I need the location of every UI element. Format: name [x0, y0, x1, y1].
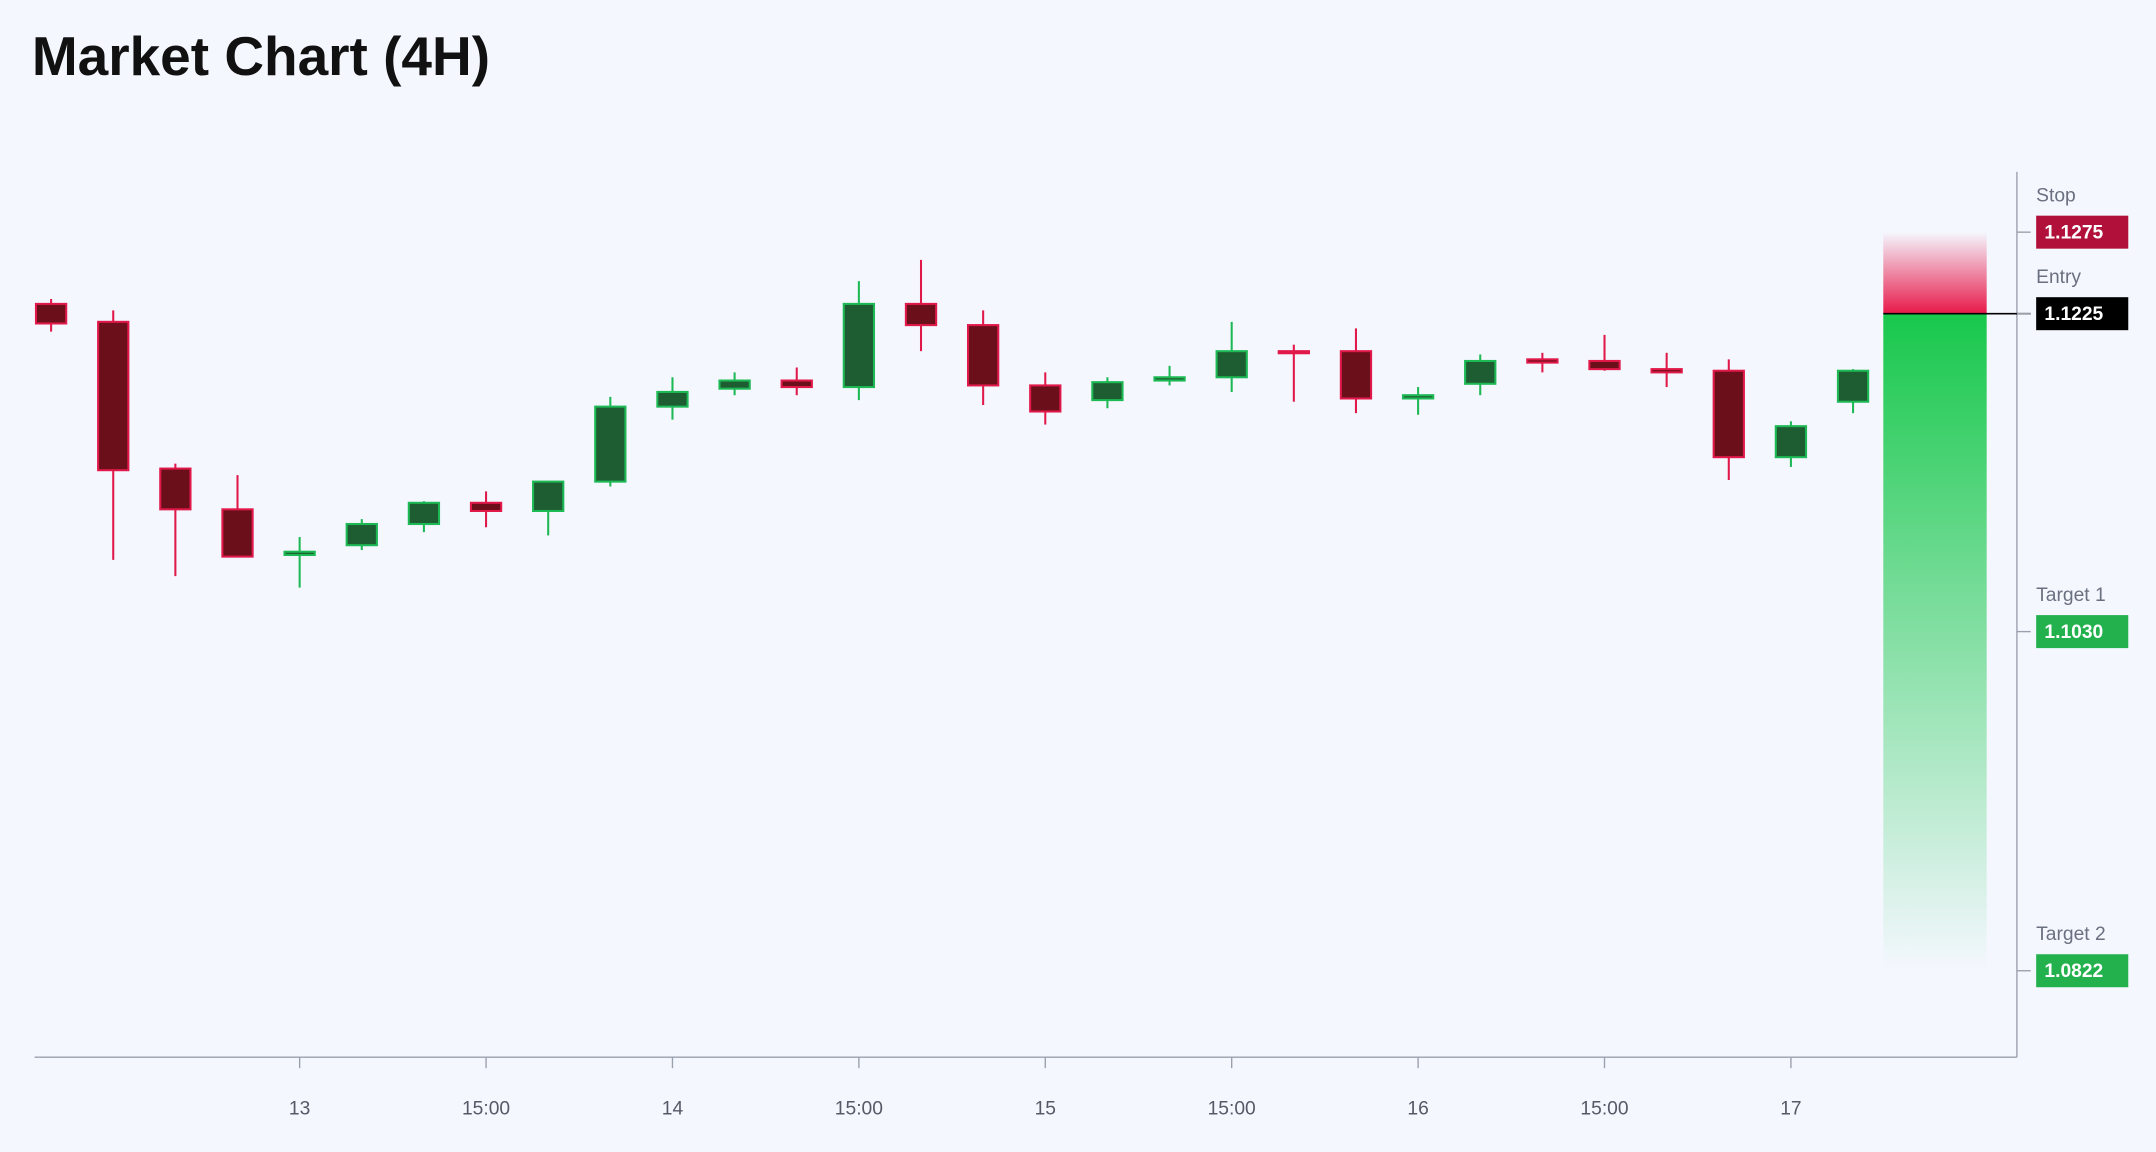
candle-body	[594, 405, 627, 483]
candle-body	[1153, 376, 1186, 382]
candle-body	[407, 501, 441, 526]
candle-body	[221, 508, 254, 558]
candle-body	[469, 501, 503, 512]
level-name: Stop	[2036, 185, 2076, 206]
level-name: Entry	[2036, 267, 2081, 288]
candle-body	[904, 302, 938, 327]
level-box	[2036, 954, 2129, 988]
candle-body	[1836, 369, 1870, 403]
candle-body	[1091, 381, 1124, 402]
candle-body	[966, 324, 1000, 387]
candle-body	[1650, 368, 1683, 374]
x-tick-label: 15:00	[835, 1098, 883, 1119]
candle-body	[780, 379, 813, 389]
level-box	[2036, 215, 2129, 249]
level-value: 1.0822	[2044, 961, 2103, 982]
candle-body	[345, 522, 378, 547]
candle-body	[532, 480, 565, 512]
candle-body	[1277, 350, 1310, 355]
candle-body	[1526, 358, 1559, 364]
candle-body	[842, 302, 876, 389]
candle-body	[1588, 359, 1621, 371]
candle-body	[283, 550, 316, 557]
candle-body	[718, 379, 751, 390]
risk-zone	[1883, 232, 1987, 314]
level-name: Target 2	[2036, 924, 2105, 945]
level-value: 1.1275	[2044, 223, 2103, 244]
x-tick-label: 16	[1407, 1098, 1428, 1119]
candle-body	[34, 302, 68, 325]
level-value: 1.1225	[2044, 304, 2103, 325]
level-name: Target 1	[2036, 585, 2105, 606]
candle-body	[1712, 369, 1745, 459]
candle-body	[1215, 350, 1248, 379]
x-tick-label: 15:00	[462, 1098, 510, 1119]
x-tick-label: 15:00	[1580, 1098, 1628, 1119]
x-tick-label: 15	[1035, 1098, 1056, 1119]
x-tick-label: 17	[1780, 1098, 1801, 1119]
level-value: 1.1030	[2044, 622, 2103, 643]
chart-title: Market Chart (4H)	[32, 25, 490, 87]
level-box	[2036, 297, 2129, 331]
candle-body	[1339, 350, 1373, 400]
candle-body	[159, 467, 192, 511]
level-box	[2036, 615, 2129, 649]
candle-body	[97, 320, 130, 472]
x-tick-label: 14	[662, 1098, 684, 1119]
candle-body	[1774, 425, 1808, 459]
candle-body	[1401, 394, 1435, 400]
x-tick-label: 13	[289, 1098, 310, 1119]
candle-body	[1029, 384, 1062, 413]
candle-body	[1464, 359, 1497, 385]
x-tick-label: 15:00	[1208, 1098, 1256, 1119]
reward-zone	[1883, 313, 1987, 971]
candle-body	[656, 390, 689, 408]
